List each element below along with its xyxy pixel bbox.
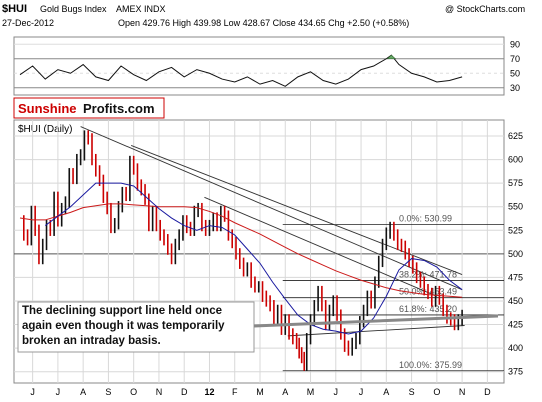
panel-label: $HUI (Daily) [18, 124, 72, 135]
x-tick-label: A [383, 387, 389, 397]
x-tick-label: S [105, 387, 111, 397]
brand-part1: Sunshine [18, 101, 77, 116]
fib-label: 38.2%: 471.78 [399, 269, 457, 279]
annotation-box [17, 301, 255, 353]
trend-lines [80, 126, 465, 337]
fib-label: 100.0%: 375.99 [399, 360, 462, 370]
x-tick-label: A [282, 387, 288, 397]
price-tick-labels: 625 600 575 550 525 500 475 450 425 400 375 [508, 131, 523, 377]
x-tick-label: D [181, 387, 188, 397]
price-tick-label: 575 [508, 178, 523, 188]
x-tick-label: O [130, 387, 137, 397]
x-tick-label: A [80, 387, 86, 397]
rsi-tick-label: 30 [510, 83, 520, 93]
annotation-arrow [253, 314, 499, 328]
chart-date: 27-Dec-2012 [2, 18, 54, 28]
x-tick-label: J [359, 387, 364, 397]
trend-line [130, 145, 463, 276]
price-tick-label: 625 [508, 131, 523, 141]
x-tick-label: 12 [204, 387, 214, 397]
x-tick-label: S [409, 387, 415, 397]
price-tick-label: 525 [508, 225, 523, 235]
x-tick-label: J [30, 387, 35, 397]
x-tick-label: M [307, 387, 315, 397]
index-name: Gold Bugs Index [40, 4, 107, 14]
trend-line [204, 196, 438, 297]
rsi-panel [13, 36, 505, 96]
price-stats: Open 429.76 High 439.98 Low 428.67 Close… [118, 18, 409, 28]
brand-box [13, 97, 165, 119]
trend-line [80, 126, 463, 291]
price-tick-label: 550 [508, 202, 523, 212]
brand-part2: Profits.com [83, 101, 155, 116]
rsi-tick-label: 70 [510, 54, 520, 64]
price-tick-label: 400 [508, 343, 523, 353]
ma50-line [44, 182, 463, 335]
price-tick-label: 375 [508, 367, 523, 377]
rsi-tick-label: 50 [510, 68, 520, 78]
trend-line [287, 325, 465, 337]
x-tick-label: N [156, 387, 163, 397]
x-tick-label: J [56, 387, 61, 397]
annotation-wrapper: The declining support line held once aga… [22, 305, 225, 347]
rsi-tick-labels: 90 70 50 30 [510, 39, 520, 93]
rsi-tick-label: 90 [510, 39, 520, 49]
x-tick-label: N [459, 387, 466, 397]
x-tick-label: O [433, 387, 440, 397]
rsi-grid [14, 43, 504, 89]
exchange-name: AMEX INDX [116, 4, 166, 14]
fib-label: 0.0%: 530.99 [399, 214, 452, 224]
x-tick-label: F [232, 387, 238, 397]
x-tick-label: M [256, 387, 264, 397]
price-tick-label: 450 [508, 296, 523, 306]
rsi-overbought-fill [386, 54, 397, 60]
ticker-symbol: $HUI [2, 3, 27, 15]
annotation-text: The declining support line held once aga… [22, 305, 225, 347]
price-tick-label: 600 [508, 155, 523, 165]
price-tick-label: 500 [508, 249, 523, 259]
price-tick-label: 475 [508, 272, 523, 282]
x-tick-label: J [334, 387, 339, 397]
ma200-line [19, 203, 463, 298]
price-tick-label: 425 [508, 320, 523, 330]
x-tick-label: D [484, 387, 491, 397]
x-tick-labels: J J A S O N D 12 F M A M J J A S O N D [30, 387, 491, 397]
price-bars [22, 130, 463, 371]
fib-label: 61.8%: 435.20 [399, 304, 457, 314]
watermark: @ StockCharts.com [445, 4, 525, 14]
